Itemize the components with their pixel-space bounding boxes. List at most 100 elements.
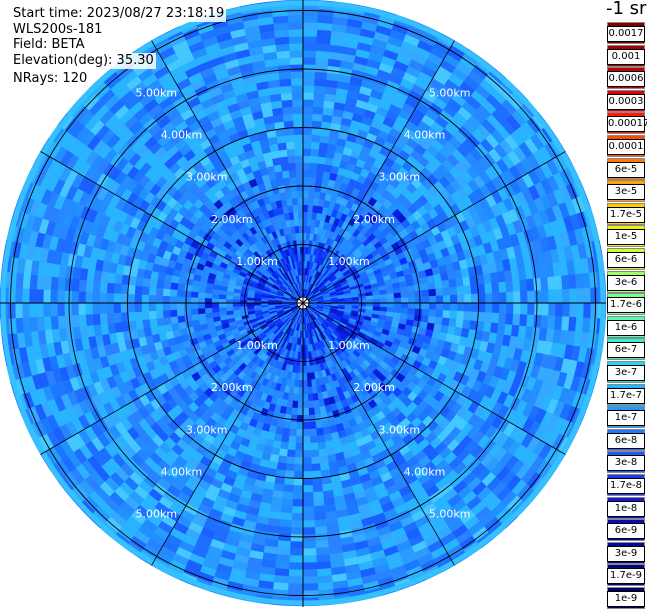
heatmap-cell — [295, 226, 299, 233]
heatmap-cell — [533, 315, 541, 328]
heatmap-cell — [294, 128, 303, 135]
heatmap-cell — [303, 156, 311, 163]
heatmap-cell — [291, 78, 303, 85]
heatmap-cell — [170, 316, 178, 324]
heatmap-cell — [279, 449, 288, 457]
heatmap-cell — [64, 291, 71, 303]
heatmap-cell — [575, 317, 583, 332]
heatmap-cell — [149, 287, 157, 295]
heatmap-cell — [135, 285, 143, 294]
heatmap-cell — [149, 295, 156, 303]
heatmap-cell — [292, 513, 303, 520]
heatmap-cell — [107, 282, 115, 293]
heatmap-cell — [299, 373, 303, 380]
heatmap-cell — [313, 485, 323, 493]
heatmap-cell — [311, 149, 319, 157]
heatmap-cell — [299, 219, 303, 226]
heatmap-cell — [16, 273, 24, 288]
heatmap-cell — [65, 315, 73, 328]
heatmap-cell — [51, 316, 59, 330]
heatmap-cell — [311, 142, 320, 150]
heatmap-cell — [277, 58, 290, 66]
heatmap-cell — [156, 310, 164, 318]
heatmap-cell — [303, 29, 317, 36]
heatmap-cell — [170, 303, 177, 310]
heatmap-cell — [58, 315, 66, 328]
heatmap-cell — [178, 322, 186, 330]
heatmap-cell — [281, 93, 292, 101]
heatmap-cell — [198, 297, 205, 303]
heatmap-cell — [435, 317, 443, 325]
heatmap-cell — [9, 272, 17, 288]
heatmap-cell — [283, 114, 293, 122]
heatmap-cell — [16, 318, 24, 333]
heatmap-cell — [312, 478, 322, 486]
heatmap-cell — [142, 295, 149, 303]
heatmap-cell — [278, 533, 291, 541]
heatmap-cell — [450, 311, 458, 319]
heatmap-cell — [303, 177, 310, 184]
heatmap-cell — [548, 303, 555, 316]
heatmap-cell — [30, 317, 38, 332]
heatmap-cell — [72, 315, 80, 327]
heatmap-cell — [311, 135, 320, 143]
heatmap-cell — [303, 520, 315, 527]
heatmap-cell — [317, 568, 332, 576]
heatmap-cell — [287, 149, 295, 157]
heatmap-cell — [303, 506, 314, 513]
heatmap-cell — [282, 498, 293, 506]
heatmap-cell — [277, 462, 286, 470]
heatmap-cell — [296, 170, 303, 177]
heatmap-cell — [294, 135, 303, 142]
heatmap-cell — [163, 296, 170, 303]
heatmap-cell — [272, 589, 288, 597]
heatmap-cell — [288, 205, 294, 213]
heatmap-cell — [315, 414, 322, 422]
heatmap-cell — [303, 555, 317, 562]
heatmap-cell — [429, 310, 437, 317]
heatmap-cell — [307, 373, 311, 380]
heatmap-cell — [291, 64, 303, 71]
heatmap-cell — [311, 450, 319, 458]
heatmap-cell — [315, 65, 328, 73]
heatmap-cell — [471, 303, 478, 312]
heatmap-cell — [303, 85, 314, 92]
heatmap-cell — [92, 303, 99, 314]
heatmap-cell — [293, 492, 303, 499]
heatmap-cell — [37, 317, 45, 331]
heatmap-cell — [36, 303, 43, 317]
heatmap-cell — [298, 387, 303, 394]
heatmap-cell — [436, 310, 444, 318]
heatmap-cell — [315, 533, 328, 541]
heatmap-cell — [306, 359, 310, 366]
heatmap-cell — [306, 366, 310, 373]
heatmap-cell — [293, 478, 303, 485]
heatmap-cell — [443, 310, 451, 318]
heatmap-cell — [279, 72, 291, 80]
heatmap-cell — [312, 386, 317, 394]
heatmap-cell — [443, 303, 450, 311]
heatmap-cell — [297, 408, 303, 415]
heatmap-cell — [22, 288, 29, 303]
heatmap-cell — [29, 303, 36, 317]
heatmap-cell — [290, 548, 303, 555]
heatmap-cell — [135, 277, 143, 286]
heatmap-cell — [303, 394, 308, 401]
heatmap-cell — [149, 311, 157, 319]
heatmap-cell — [318, 9, 334, 17]
heatmap-cell — [296, 240, 300, 247]
heatmap-cell — [316, 170, 324, 178]
heatmap-cell — [464, 311, 472, 320]
heatmap-cell — [519, 314, 527, 326]
heatmap-cell — [298, 394, 303, 401]
heatmap-cell — [205, 293, 212, 298]
heatmap-cell — [554, 316, 562, 330]
heatmap-cell — [312, 128, 322, 136]
heatmap-cell — [589, 318, 597, 334]
heatmap-cell — [71, 291, 78, 303]
heatmap-cell — [273, 16, 288, 24]
heatmap-cell — [303, 15, 318, 22]
heatmap-cell — [303, 205, 308, 212]
heatmap-cell — [282, 100, 293, 108]
heatmap-cell — [318, 589, 334, 597]
